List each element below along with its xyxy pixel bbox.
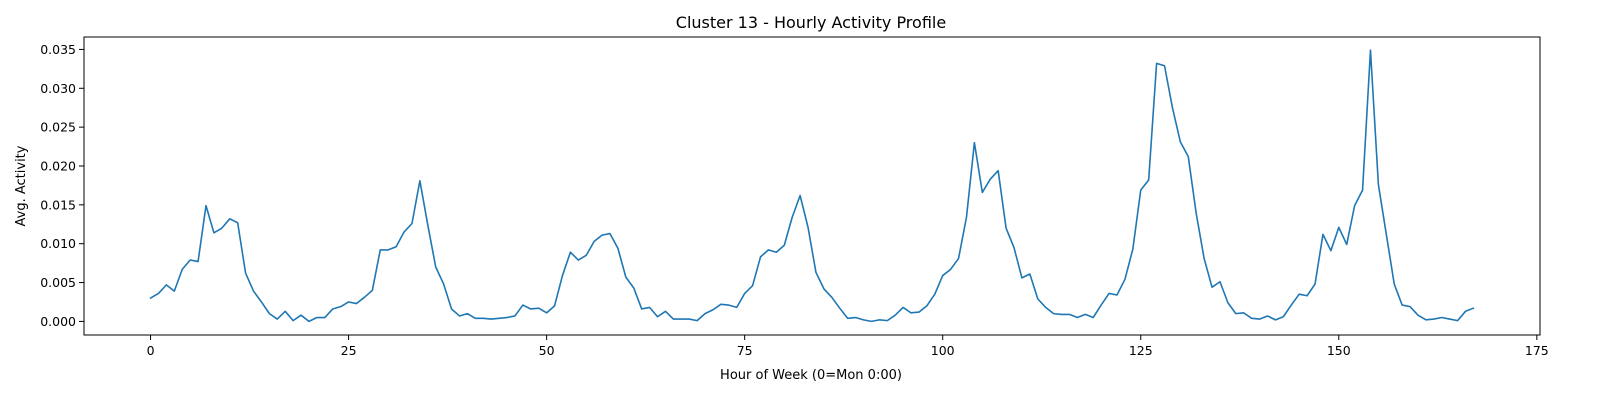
plot-area <box>149 49 1475 323</box>
x-tick-label: 50 <box>539 343 555 358</box>
y-tick-label: 0.030 <box>40 81 76 96</box>
plot-frame <box>83 36 1541 336</box>
y-tick-label: 0.005 <box>40 275 76 290</box>
series-line <box>149 49 1475 323</box>
y-tick-label: 0.035 <box>40 42 76 57</box>
y-tick-label: 0.020 <box>40 158 76 173</box>
chart-title: Cluster 13 - Hourly Activity Profile <box>676 13 946 32</box>
y-tick-label: 0.025 <box>40 120 76 135</box>
y-tick-label: 0.010 <box>40 236 76 251</box>
y-tick-label: 0.015 <box>40 197 76 212</box>
x-tick-label: 0 <box>147 343 155 358</box>
y-axis: 0.000 0.005 0.010 0.015 0.020 0.025 0.030 0.035 <box>40 42 84 329</box>
x-tick-label: 125 <box>1129 343 1153 358</box>
x-axis: 0 25 50 75 100 125 150 175 <box>147 335 1549 358</box>
x-tick-label: 75 <box>737 343 753 358</box>
x-tick-label: 25 <box>341 343 357 358</box>
x-axis-label: Hour of Week (0=Mon 0:00) <box>720 368 902 383</box>
x-tick-label: 175 <box>1525 343 1549 358</box>
x-tick-label: 100 <box>931 343 955 358</box>
y-tick-label: 0.000 <box>40 314 76 329</box>
y-axis-label: Avg. Activity <box>14 145 29 226</box>
x-tick-label: 150 <box>1327 343 1351 358</box>
